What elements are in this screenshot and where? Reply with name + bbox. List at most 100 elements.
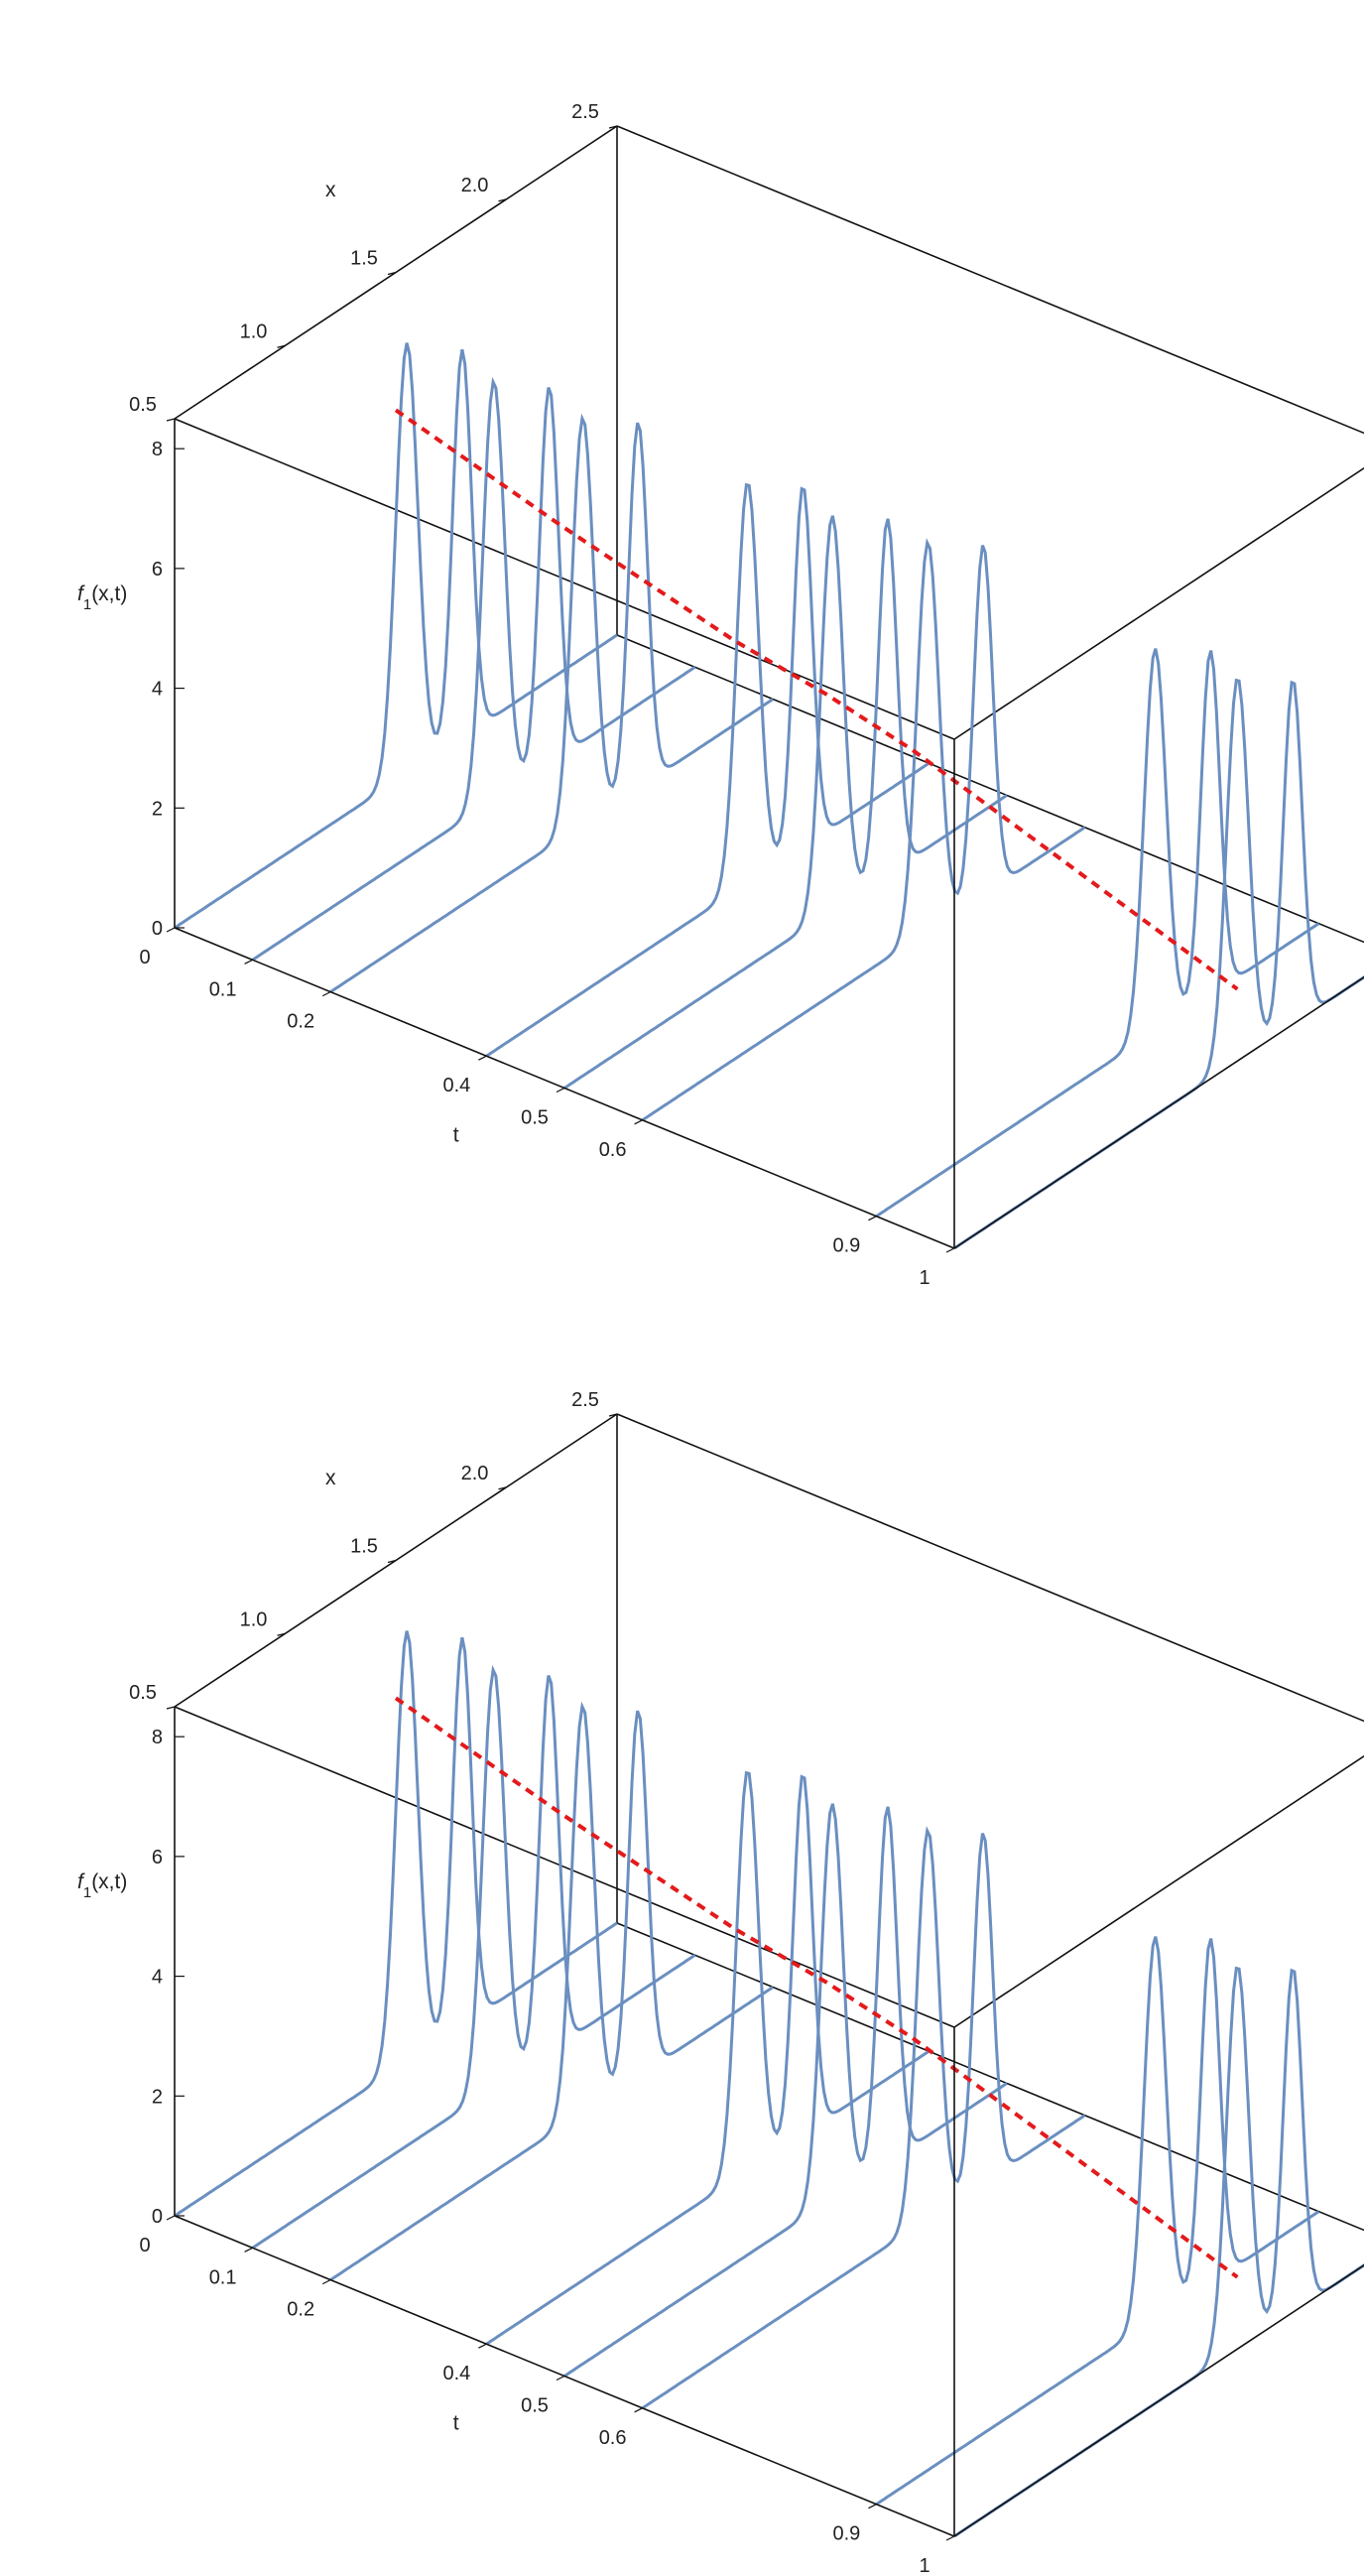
z-axis-label-base: f	[77, 1870, 85, 1893]
t-tick-label: 0.4	[442, 1075, 470, 1096]
z-tick-label: 4	[152, 1967, 163, 1989]
t-tick-label: 1	[919, 1267, 930, 1289]
t-axis-label: t	[453, 1123, 459, 1146]
t-tick-label: 0.5	[521, 1107, 549, 1129]
x-tick-mark	[608, 125, 618, 129]
t-tick-mark	[556, 2375, 565, 2382]
slice-curves	[174, 1630, 1364, 2538]
t-tick-label: 0.6	[599, 1139, 627, 1161]
t-tick-mark	[166, 2215, 176, 2221]
t-tick-mark	[244, 2247, 253, 2253]
t-tick-label: 0.9	[832, 1235, 860, 1257]
z-tick-label: 6	[152, 559, 163, 580]
t-tick-label: 0.1	[209, 2266, 237, 2288]
t-tick-label: 0	[139, 947, 150, 968]
x-tick-label: 1.0	[240, 1609, 268, 1630]
slice-curve-t-1	[953, 678, 1364, 1250]
slice-curve-t-0.9	[875, 648, 1320, 1218]
plot3d-panel-1: 0 0.1 0.2 0.4 0.5 0.6 0.9 1 t 0.5 1.0 1.5 2.0 2.5 x 0 2 4…	[77, 101, 1364, 1289]
slice-curves	[174, 342, 1364, 1250]
slice-curve-t-0	[174, 1630, 618, 2218]
box-edge	[953, 975, 1364, 1249]
x-tick-label: 1.5	[350, 248, 378, 270]
box-edge	[174, 418, 955, 740]
box-edge	[616, 125, 1364, 435]
z-axis-label-tail: (x,t)	[91, 582, 127, 605]
box-edge	[174, 1706, 955, 2028]
z-tick-label: 0	[152, 918, 163, 940]
t-tick-mark	[244, 959, 253, 965]
ridge-line	[394, 1696, 1239, 2279]
slice-curve-t-0.1	[251, 1664, 696, 2250]
box-edge	[953, 2263, 1364, 2537]
z-axis-label-sub: 1	[83, 1884, 91, 1901]
t-tick-mark	[634, 2407, 643, 2413]
box-edge	[616, 1413, 1364, 1723]
z-tick-label: 2	[152, 2086, 163, 2108]
x-tick-label: 0.5	[129, 394, 157, 416]
t-tick-label: 0.2	[287, 2299, 314, 2321]
t-tick-mark	[321, 2279, 331, 2285]
z-tick-label: 6	[152, 1847, 163, 1868]
t-axis-label: t	[453, 2411, 459, 2434]
t-tick-mark	[868, 2504, 877, 2510]
t-tick-label: 1	[919, 2555, 930, 2576]
slice-curve-t-0.1	[251, 376, 696, 962]
z-tick-label: 8	[152, 1727, 163, 1748]
x-axis-label: x	[325, 1467, 336, 1489]
slice-curve-t-0.4	[485, 1770, 930, 2346]
x-tick-mark	[387, 1559, 397, 1564]
z-axis-label-tail: (x,t)	[91, 1870, 127, 1893]
z-tick-label: 2	[152, 798, 163, 820]
x-tick-mark	[498, 1486, 507, 1490]
x-tick-label: 2.5	[571, 101, 599, 123]
t-tick-mark	[478, 2343, 487, 2349]
x-tick-mark	[166, 418, 176, 422]
x-tick-mark	[387, 271, 397, 276]
slice-curve-t-0.5	[563, 515, 1008, 1090]
slice-curve-t-0.5	[563, 1803, 1008, 2378]
t-tick-mark	[634, 1119, 643, 1125]
z-tick-label: 0	[152, 2206, 163, 2228]
slice-curve-t-0.2	[329, 1701, 775, 2281]
z-axis-label-base: f	[77, 582, 85, 605]
t-tick-mark	[868, 1216, 877, 1222]
slice-curve-t-0.6	[641, 538, 1086, 1122]
ridge-line	[394, 408, 1239, 991]
slice-curve-t-0.2	[329, 413, 775, 993]
x-tick-mark	[166, 1706, 176, 1710]
slice-curve-t-0.4	[485, 482, 930, 1058]
x-tick-mark	[277, 1632, 286, 1636]
slice-curve-t-0	[174, 342, 618, 930]
plot3d-panel-2: 0 0.1 0.2 0.4 0.5 0.6 0.9 1 t 0.5 1.0 1.5 2.0 2.5 x 0 2 4…	[77, 1389, 1364, 2576]
slice-curve-t-0.9	[875, 1936, 1320, 2506]
t-tick-label: 0.6	[599, 2427, 627, 2449]
box-edge	[953, 1754, 1364, 2028]
t-tick-mark	[321, 991, 331, 997]
z-tick-label: 4	[152, 679, 163, 701]
t-tick-mark	[556, 1087, 565, 1094]
t-tick-label: 0.4	[442, 2363, 470, 2384]
box-edge	[953, 466, 1364, 740]
x-tick-label: 2.0	[461, 1463, 489, 1484]
z-axis-label-sub: 1	[83, 596, 91, 613]
x-tick-mark	[608, 1413, 618, 1417]
slice-curve-t-0.6	[641, 1826, 1086, 2410]
x-axis-label: x	[325, 179, 336, 201]
z-axis-label: f1(x,t)	[77, 1870, 127, 1901]
t-tick-label: 0.5	[521, 2395, 549, 2417]
x-tick-label: 2.5	[571, 1389, 599, 1411]
x-tick-label: 2.0	[461, 175, 489, 196]
t-tick-label: 0.1	[209, 978, 237, 1000]
x-tick-label: 1.5	[350, 1536, 378, 1558]
t-tick-mark	[478, 1055, 487, 1061]
t-tick-mark	[945, 2535, 955, 2541]
x-tick-mark	[277, 344, 286, 348]
t-tick-mark	[166, 927, 176, 933]
t-tick-label: 0.2	[287, 1011, 314, 1033]
t-tick-label: 0	[139, 2235, 150, 2256]
x-tick-mark	[498, 198, 507, 202]
t-tick-label: 0.9	[832, 2523, 860, 2545]
z-axis-label: f1(x,t)	[77, 582, 127, 613]
